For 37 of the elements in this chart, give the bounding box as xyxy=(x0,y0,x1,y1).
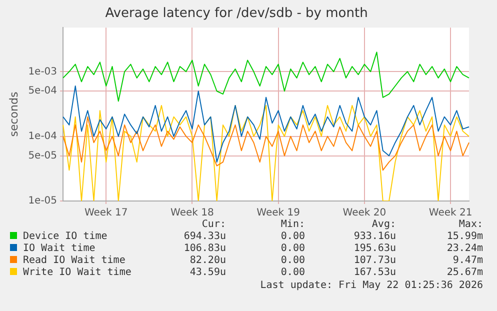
text: Max: xyxy=(458,219,483,231)
text: 15.99m xyxy=(446,231,483,243)
text: 107.73u xyxy=(352,255,396,267)
legend-label: Device IO time xyxy=(22,231,108,243)
text: 933.16u xyxy=(352,231,396,243)
text: 167.53u xyxy=(352,267,396,279)
text: 195.63u xyxy=(352,243,396,255)
x-tick-label: Week 21 xyxy=(428,208,472,219)
text: 0.00 xyxy=(280,231,305,243)
text: Avg: xyxy=(370,219,396,231)
legend-label: Read IO Wait time xyxy=(22,255,126,267)
text: 23.24m xyxy=(446,243,483,255)
y-tick-label: 1e-03 xyxy=(28,66,58,78)
y-tick-label: 1e-04 xyxy=(28,130,58,142)
x-tick-label: Week 17 xyxy=(84,208,128,219)
y-axis-title: seconds xyxy=(7,92,20,137)
legend-label: Write IO Wait time xyxy=(22,267,132,279)
x-tick-label: Week 20 xyxy=(342,208,386,219)
text: 82.20u xyxy=(188,255,226,267)
text: 43.59u xyxy=(188,267,226,279)
text: 0.00 xyxy=(280,255,305,267)
legend-label: IO Wait time xyxy=(22,243,96,255)
x-tick-label: Week 18 xyxy=(170,208,214,219)
text: 0.00 xyxy=(280,243,305,255)
text: Cur: xyxy=(200,219,226,231)
text: 0.00 xyxy=(280,267,305,279)
y-tick-label: 5e-05 xyxy=(28,150,58,162)
text: 25.67m xyxy=(446,267,483,279)
y-tick-label: 5e-04 xyxy=(28,86,58,97)
x-tick-label: Week 19 xyxy=(256,208,300,219)
text: 694.33u xyxy=(182,231,226,243)
text: Last update: Fri May 22 01:25:36 2026 xyxy=(260,280,483,291)
text: Min: xyxy=(280,219,305,231)
y-tick-label: 1e-05 xyxy=(28,196,58,207)
chart-title: Average latency for /dev/sdb - by month xyxy=(105,6,368,22)
text: 9.47m xyxy=(452,255,483,267)
text: 106.83u xyxy=(182,243,226,255)
